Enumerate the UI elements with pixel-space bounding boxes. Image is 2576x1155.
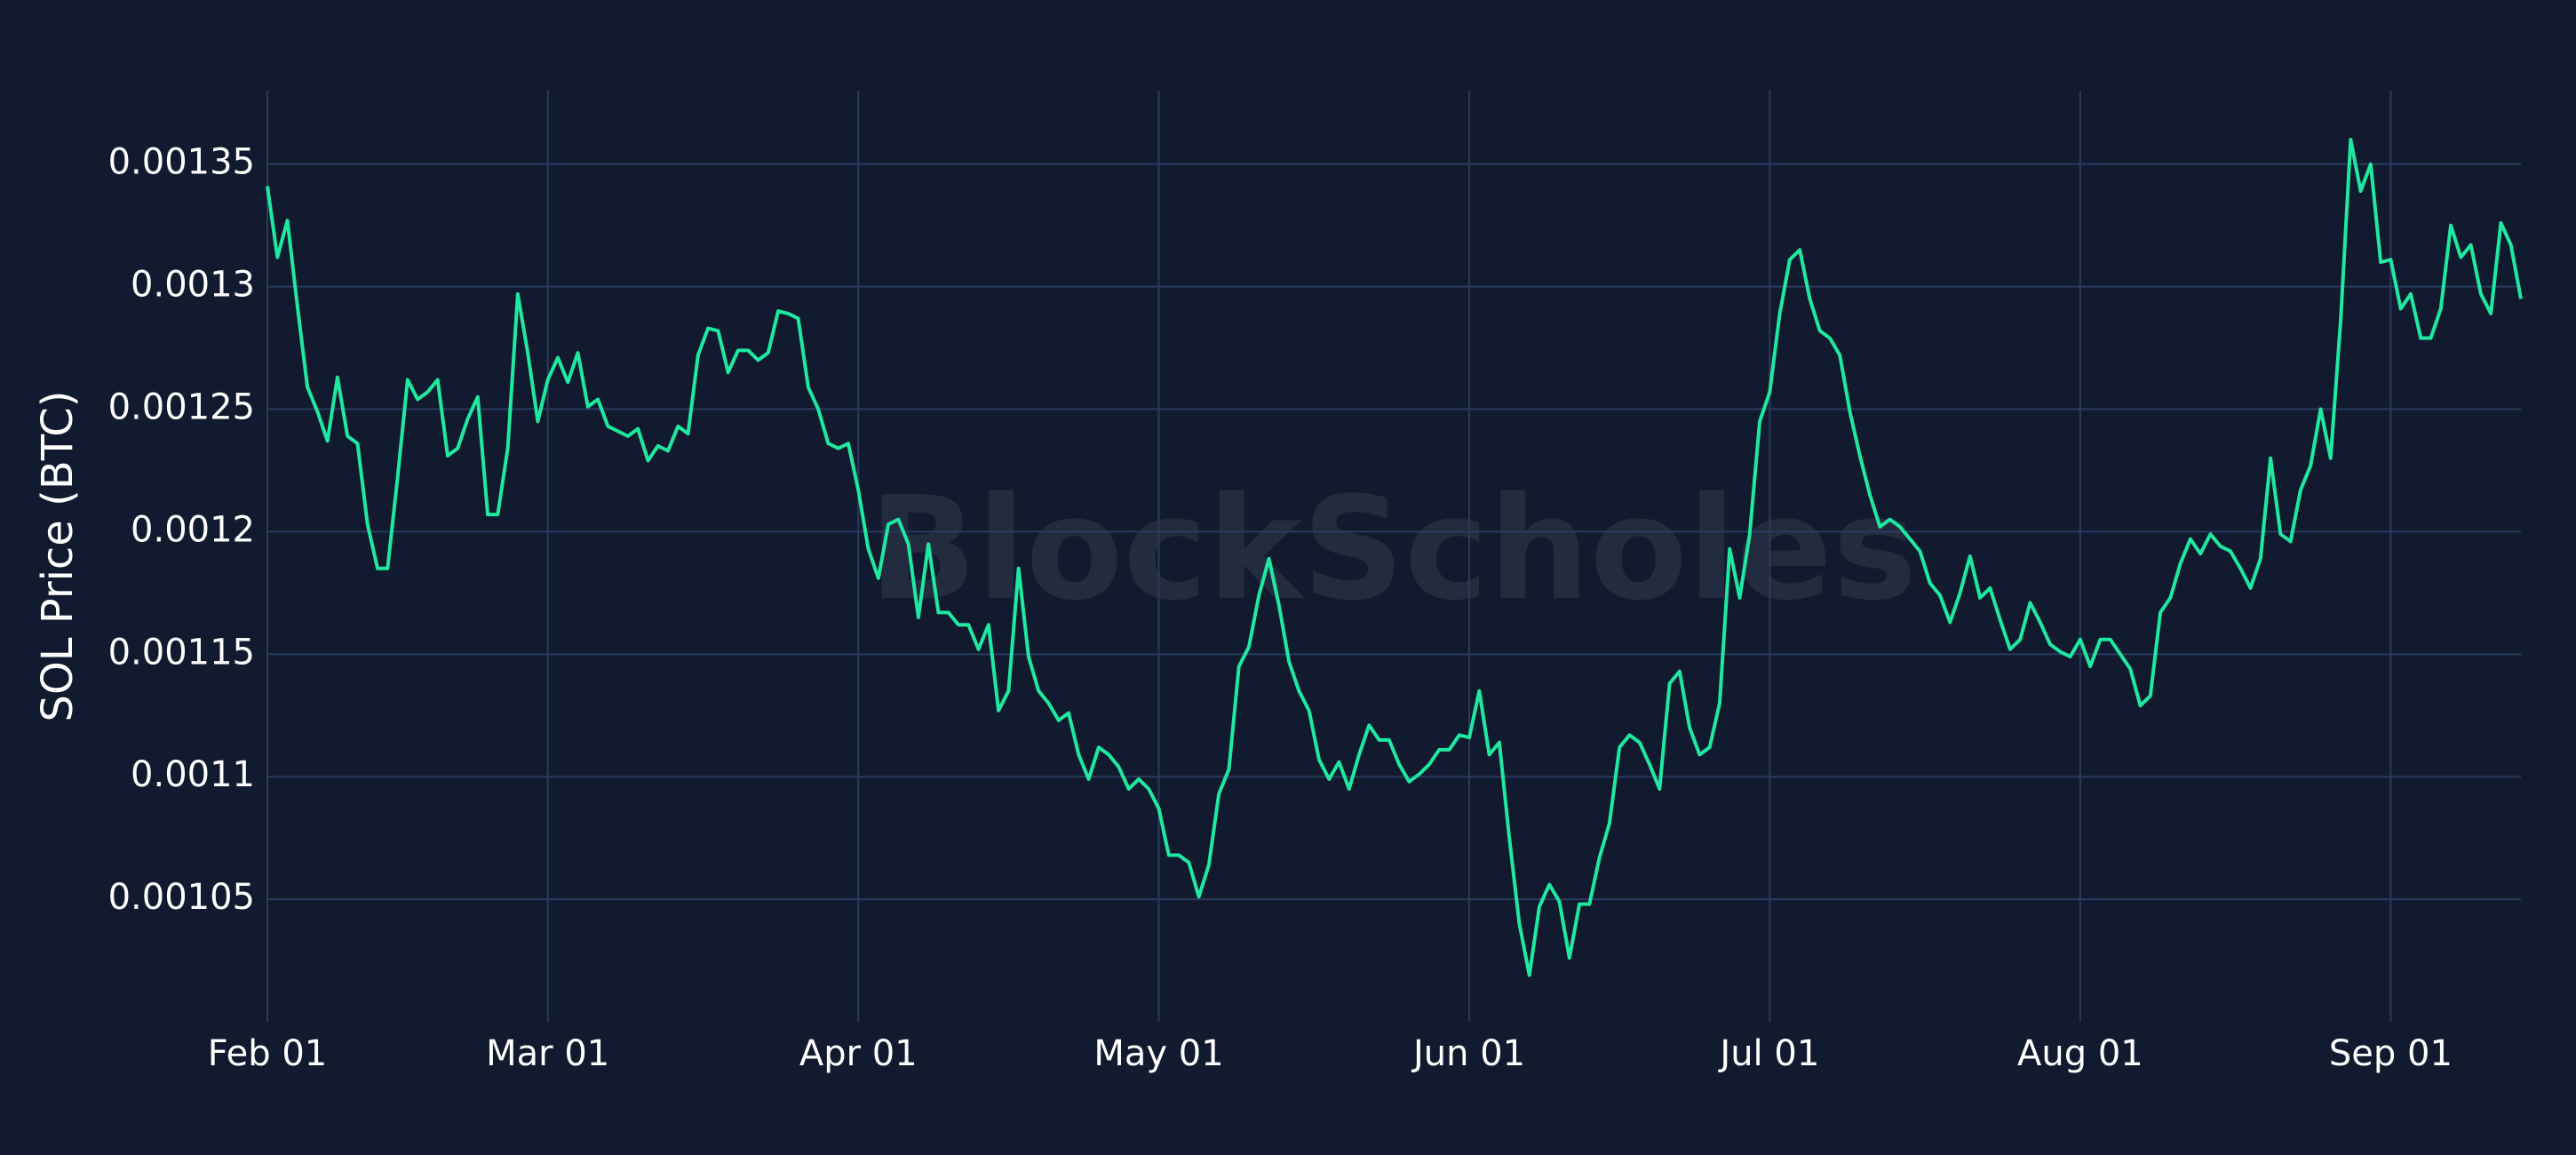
x-tick-label: Apr 01 bbox=[799, 1033, 918, 1074]
x-tick-label: Jun 01 bbox=[1411, 1033, 1525, 1074]
y-tick-label: 0.0011 bbox=[131, 754, 255, 795]
x-tick-label: Jul 01 bbox=[1717, 1033, 1819, 1074]
price-line bbox=[266, 138, 2523, 977]
y-tick-label: 0.00105 bbox=[108, 877, 255, 918]
y-tick-label: 0.00115 bbox=[108, 632, 255, 673]
y-tick-label: 0.00135 bbox=[108, 142, 255, 183]
y-tick-label: 0.0012 bbox=[131, 509, 255, 550]
x-tick-label: Mar 01 bbox=[486, 1033, 609, 1074]
x-tick-label: Aug 01 bbox=[2017, 1033, 2143, 1074]
x-tick-label: Feb 01 bbox=[208, 1033, 327, 1074]
x-tick-label: May 01 bbox=[1093, 1033, 1223, 1074]
x-tick-label: Sep 01 bbox=[2329, 1033, 2453, 1074]
y-tick-label: 0.0013 bbox=[131, 265, 255, 306]
y-tick-label: 0.00125 bbox=[108, 387, 255, 428]
y-axis-title: SOL Price (BTC) bbox=[33, 390, 83, 721]
watermark: BlockScholes bbox=[869, 466, 1917, 632]
